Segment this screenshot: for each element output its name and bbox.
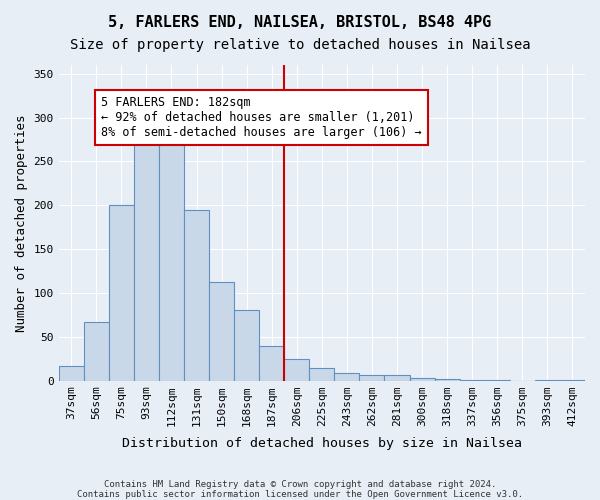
Bar — [134, 135, 159, 380]
X-axis label: Distribution of detached houses by size in Nailsea: Distribution of detached houses by size … — [122, 437, 522, 450]
Bar — [84, 322, 109, 380]
Text: Size of property relative to detached houses in Nailsea: Size of property relative to detached ho… — [70, 38, 530, 52]
Bar — [334, 372, 359, 380]
Bar — [284, 358, 310, 380]
Text: 5, FARLERS END, NAILSEA, BRISTOL, BS48 4PG: 5, FARLERS END, NAILSEA, BRISTOL, BS48 4… — [109, 15, 491, 30]
Text: Contains HM Land Registry data © Crown copyright and database right 2024.: Contains HM Land Registry data © Crown c… — [104, 480, 496, 489]
Bar — [159, 135, 184, 380]
Bar — [259, 346, 284, 380]
Bar — [184, 210, 209, 380]
Bar — [385, 376, 410, 380]
Text: 5 FARLERS END: 182sqm
← 92% of detached houses are smaller (1,201)
8% of semi-de: 5 FARLERS END: 182sqm ← 92% of detached … — [101, 96, 422, 138]
Bar — [310, 368, 334, 380]
Y-axis label: Number of detached properties: Number of detached properties — [15, 114, 28, 332]
Bar — [209, 282, 234, 380]
Text: Contains public sector information licensed under the Open Government Licence v3: Contains public sector information licen… — [77, 490, 523, 499]
Bar — [410, 378, 434, 380]
Bar — [234, 310, 259, 380]
Bar — [59, 366, 84, 380]
Bar — [109, 205, 134, 380]
Bar — [434, 379, 460, 380]
Bar — [359, 376, 385, 380]
